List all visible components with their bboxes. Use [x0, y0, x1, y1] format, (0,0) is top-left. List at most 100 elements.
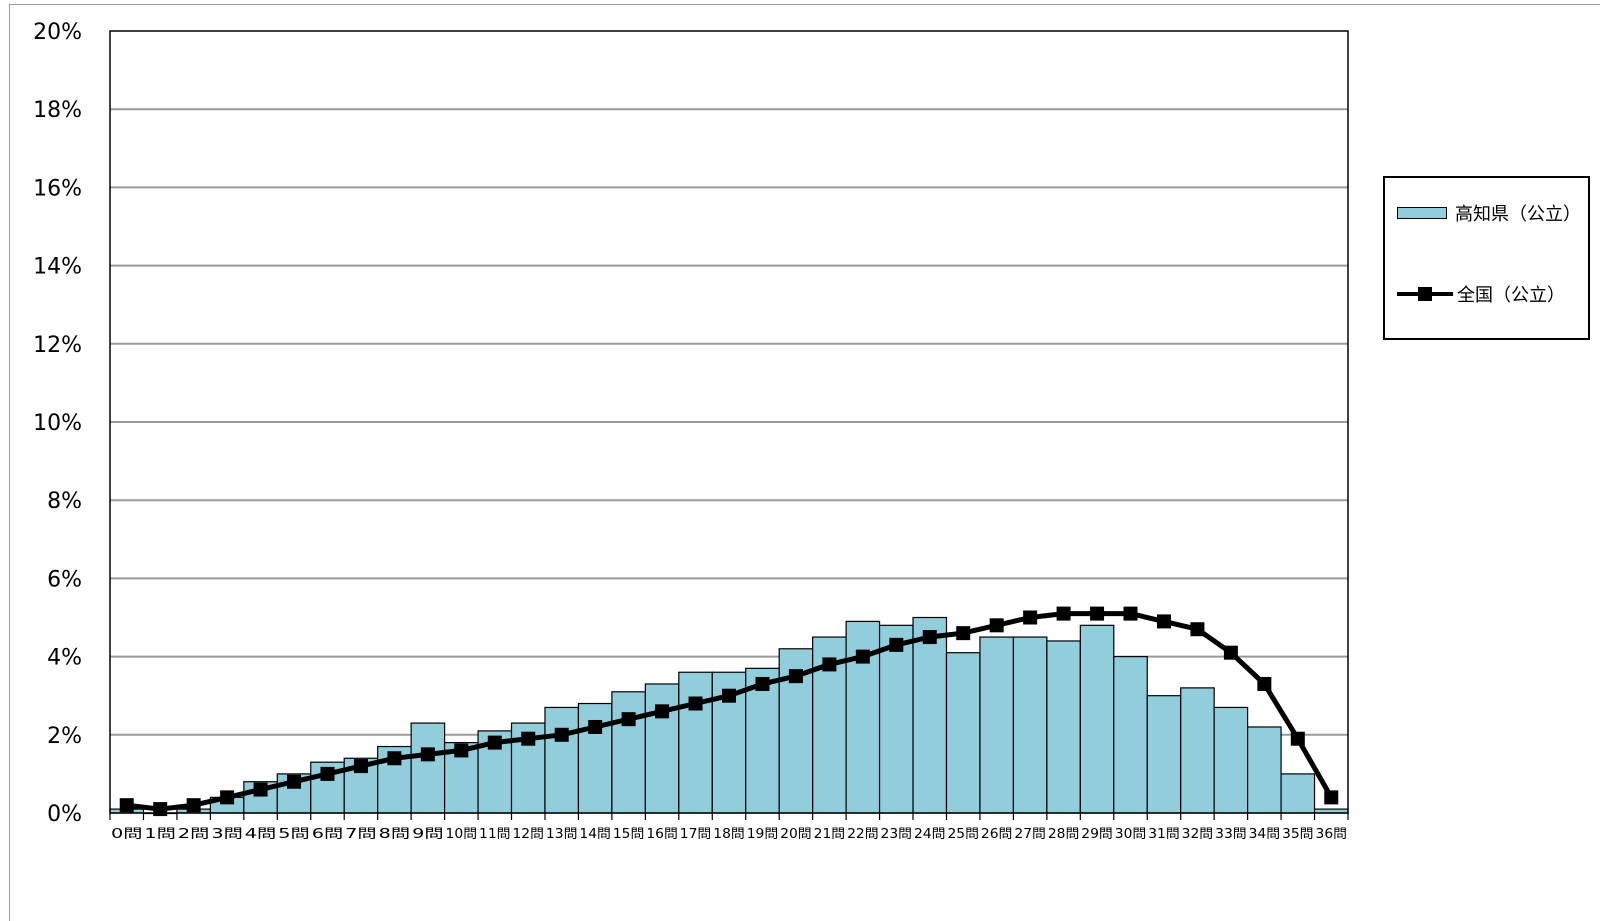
bar	[745, 667, 780, 814]
x-tick-label: 31問	[1148, 827, 1180, 842]
x-tick-label: 24問	[914, 827, 946, 842]
x-tick-label: 9問	[412, 827, 444, 842]
line-marker	[1056, 606, 1071, 621]
x-tick-label: 12問	[512, 827, 544, 842]
y-tick-label: 4%	[47, 646, 82, 671]
line-marker	[788, 669, 803, 684]
line-marker	[889, 637, 904, 652]
line-marker	[253, 782, 268, 797]
y-tick-label: 18%	[33, 98, 82, 123]
bar	[1079, 624, 1115, 814]
y-axis-ticks: 0% 2% 4% 6% 8% 10% 12% 14% 16% 18% 20%	[33, 20, 82, 827]
x-tick-label: 11問	[479, 827, 511, 842]
line-marker	[688, 696, 703, 711]
y-tick-label: 6%	[47, 567, 82, 592]
x-tick-label: 27問	[1014, 827, 1046, 842]
legend-label-national: 全国（公立）	[1457, 285, 1565, 306]
x-tick-label: 20問	[780, 827, 812, 842]
x-tick-label: 32問	[1182, 827, 1214, 842]
bars-kochi	[109, 616, 1349, 815]
x-axis-ticks: 0問 1問 2問 3問 4問 5問 6問 7問 8問 9問 10問 11問 12問 13問 14問 15問 16…	[109, 813, 1349, 842]
line-marker	[1324, 790, 1339, 805]
line-marker	[855, 649, 870, 664]
bar	[979, 636, 1015, 814]
x-tick-label: 14問	[579, 827, 611, 842]
line-marker	[153, 802, 168, 817]
x-tick-label: 16問	[646, 827, 678, 842]
x-tick-label: 25問	[947, 827, 979, 842]
x-tick-label: 1問	[144, 827, 176, 842]
x-tick-label: 4問	[245, 827, 277, 842]
line-national	[119, 606, 1339, 817]
line-marker	[1123, 606, 1138, 621]
line-marker	[722, 688, 736, 703]
x-tick-label: 8問	[379, 827, 411, 842]
x-tick-label: 7問	[345, 827, 377, 842]
line-marker	[1090, 606, 1105, 621]
x-tick-label: 17問	[680, 827, 712, 842]
line-marker	[353, 759, 368, 774]
y-tick-label: 8%	[47, 489, 82, 514]
line-marker	[1023, 610, 1038, 625]
line-marker	[655, 704, 670, 719]
chart-frame	[9, 4, 1600, 921]
y-tick-label: 2%	[47, 724, 82, 749]
x-tick-label: 35問	[1282, 827, 1314, 842]
bar	[1146, 695, 1182, 814]
line-marker	[220, 790, 235, 805]
bar	[1113, 655, 1148, 814]
bar	[544, 706, 580, 814]
bar	[1046, 640, 1081, 814]
y-tick-label: 12%	[33, 333, 82, 358]
x-tick-label: 10問	[446, 827, 478, 842]
y-tick-label: 16%	[33, 176, 82, 201]
x-tick-label: 19問	[747, 827, 779, 842]
x-tick-label: 28問	[1048, 827, 1080, 842]
bar	[678, 671, 713, 814]
y-tick-label: 14%	[33, 255, 82, 280]
line-marker	[186, 798, 201, 813]
line-marker	[420, 747, 435, 762]
x-tick-label: 33問	[1215, 827, 1247, 842]
line-marker	[956, 626, 971, 641]
plot-area-border	[109, 30, 1349, 814]
bar	[1280, 773, 1316, 814]
legend-bar-swatch	[1397, 207, 1447, 219]
x-tick-label: 18問	[713, 827, 745, 842]
line-marker	[1223, 645, 1238, 660]
line-marker	[119, 798, 134, 813]
x-tick-label: 2問	[178, 827, 210, 842]
legend-label-kochi: 高知県（公立）	[1455, 204, 1581, 225]
legend: 高知県（公立） 全国（公立）	[1383, 176, 1590, 340]
line-marker	[755, 676, 770, 691]
x-tick-label: 15問	[613, 827, 645, 842]
line-marker	[822, 657, 837, 672]
line-marker	[287, 774, 302, 789]
y-tick-label: 0%	[47, 802, 82, 827]
line-marker	[1257, 676, 1272, 691]
x-tick-label: 34問	[1249, 827, 1281, 842]
x-tick-label: 5問	[278, 827, 310, 842]
x-tick-label: 13問	[546, 827, 578, 842]
bar	[577, 702, 613, 814]
line-marker	[1156, 614, 1171, 629]
line-marker	[989, 618, 1004, 633]
line-marker	[621, 712, 636, 727]
x-tick-label: 21問	[814, 827, 846, 842]
bar	[1180, 687, 1215, 814]
x-tick-label: 3問	[211, 827, 243, 842]
x-tick-label: 0問	[111, 827, 143, 842]
bar	[1213, 706, 1249, 814]
bar	[1247, 726, 1282, 814]
line-marker	[320, 766, 335, 781]
line-marker	[1290, 731, 1305, 746]
legend-item-national: 全国（公立）	[1397, 281, 1565, 307]
legend-item-kochi: 高知県（公立）	[1397, 200, 1581, 226]
gridlines	[110, 108, 1348, 736]
bar	[410, 722, 446, 814]
x-tick-label: 26問	[981, 827, 1013, 842]
line-marker	[454, 743, 469, 758]
x-tick-label: 29問	[1081, 827, 1113, 842]
line-marker	[387, 751, 402, 766]
line-marker	[487, 735, 502, 750]
